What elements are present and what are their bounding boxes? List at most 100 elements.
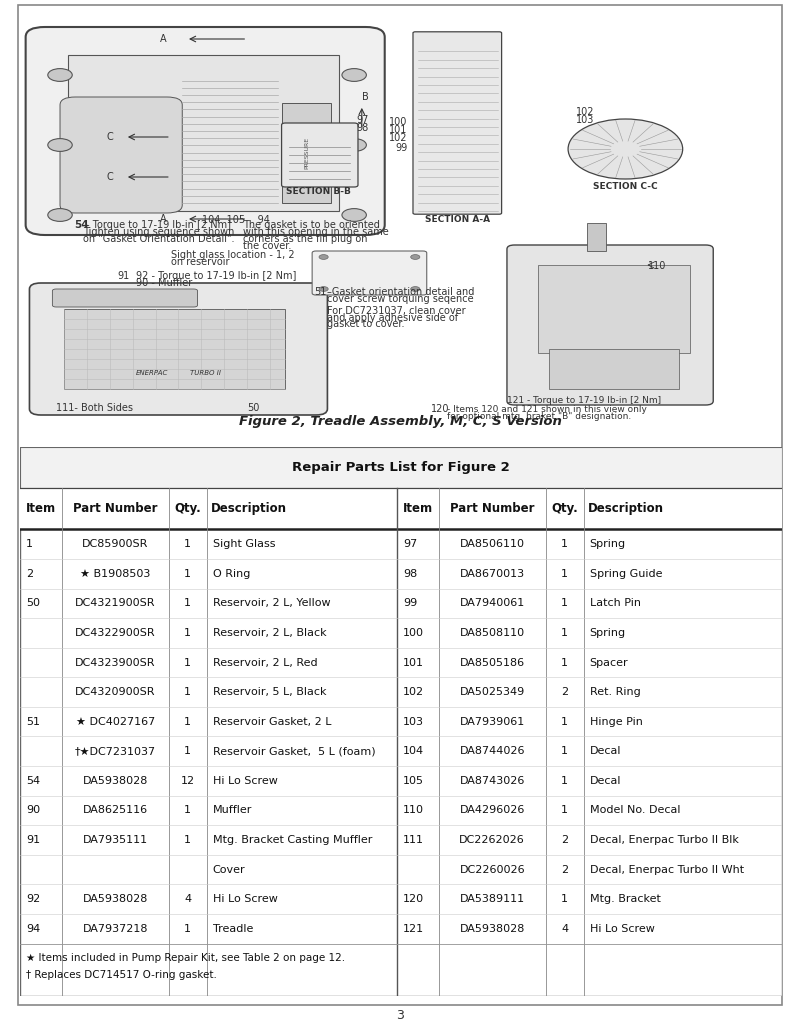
Text: 1: 1 bbox=[561, 657, 568, 668]
Text: 1: 1 bbox=[184, 539, 191, 550]
Text: DA8508110: DA8508110 bbox=[460, 628, 525, 638]
Text: SECTION A-A: SECTION A-A bbox=[425, 215, 490, 224]
FancyBboxPatch shape bbox=[30, 283, 327, 415]
Text: Model No. Decal: Model No. Decal bbox=[590, 805, 680, 816]
Text: 90 - Muffler: 90 - Muffler bbox=[137, 277, 193, 288]
Text: 12: 12 bbox=[181, 776, 194, 786]
Text: 101: 101 bbox=[390, 125, 408, 135]
FancyBboxPatch shape bbox=[52, 289, 198, 307]
Circle shape bbox=[342, 209, 366, 221]
Text: 92 - Torque to 17-19 lb-in [2 Nm]: 92 - Torque to 17-19 lb-in [2 Nm] bbox=[137, 271, 297, 280]
Text: 1: 1 bbox=[184, 805, 191, 816]
Bar bbox=[549, 349, 679, 389]
Text: C: C bbox=[106, 172, 113, 182]
Text: DC2262026: DC2262026 bbox=[459, 835, 525, 845]
Text: ★ Items included in Pump Repair Kit, see Table 2 on page 12.: ★ Items included in Pump Repair Kit, see… bbox=[26, 953, 346, 964]
Text: ★ DC4027167: ★ DC4027167 bbox=[75, 716, 155, 727]
Text: 1: 1 bbox=[561, 746, 568, 757]
Bar bbox=[538, 265, 690, 353]
Text: Repair Parts List for Figure 2: Repair Parts List for Figure 2 bbox=[292, 462, 510, 474]
Circle shape bbox=[48, 68, 72, 82]
Text: 1: 1 bbox=[184, 716, 191, 727]
Text: Part Number: Part Number bbox=[73, 502, 158, 515]
Text: 102: 102 bbox=[389, 134, 408, 143]
Text: Part Number: Part Number bbox=[450, 502, 534, 515]
Text: TURBO II: TURBO II bbox=[190, 369, 221, 376]
Text: DA7940061: DA7940061 bbox=[459, 598, 525, 609]
Text: - Items 120 and 121 shown in this view only: - Items 120 and 121 shown in this view o… bbox=[447, 405, 647, 414]
Circle shape bbox=[48, 209, 72, 221]
Text: Item: Item bbox=[403, 502, 433, 515]
Text: 50: 50 bbox=[247, 403, 259, 413]
Text: 103: 103 bbox=[577, 115, 595, 125]
Circle shape bbox=[342, 139, 366, 151]
Text: Sight glass location - 1, 2: Sight glass location - 1, 2 bbox=[171, 249, 294, 260]
Text: 51: 51 bbox=[314, 287, 327, 297]
Text: –Gasket orientation detail and: –Gasket orientation detail and bbox=[326, 287, 474, 297]
Bar bbox=[20, 447, 782, 489]
Text: C: C bbox=[106, 132, 113, 142]
Text: 1: 1 bbox=[26, 539, 33, 550]
Bar bbox=[64, 309, 286, 389]
Text: on reservoir: on reservoir bbox=[171, 257, 230, 267]
Text: corners as the fill plug on: corners as the fill plug on bbox=[243, 234, 368, 244]
Text: gasket to cover.: gasket to cover. bbox=[326, 320, 404, 329]
Bar bbox=[282, 104, 331, 203]
Text: Mtg. Bracket: Mtg. Bracket bbox=[590, 894, 661, 905]
Text: 110: 110 bbox=[403, 805, 424, 816]
Text: Treadle: Treadle bbox=[213, 924, 253, 934]
Text: 1: 1 bbox=[561, 628, 568, 638]
Text: DA8744026: DA8744026 bbox=[459, 746, 525, 757]
Text: †★DC7231037: †★DC7231037 bbox=[74, 746, 156, 757]
Text: 103: 103 bbox=[403, 716, 424, 727]
Text: SECTION B-B: SECTION B-B bbox=[286, 187, 350, 196]
Text: Qty.: Qty. bbox=[551, 502, 578, 515]
Text: DA7935111: DA7935111 bbox=[82, 835, 148, 845]
Text: DA4296026: DA4296026 bbox=[459, 805, 525, 816]
Text: cover screw torquing seqence: cover screw torquing seqence bbox=[326, 294, 474, 304]
Text: 2: 2 bbox=[561, 687, 568, 698]
Text: 92: 92 bbox=[26, 894, 40, 905]
Text: 1: 1 bbox=[561, 598, 568, 609]
Text: 1: 1 bbox=[561, 716, 568, 727]
Text: DA7937218: DA7937218 bbox=[82, 924, 148, 934]
Text: 1: 1 bbox=[561, 805, 568, 816]
Text: DA8743026: DA8743026 bbox=[459, 776, 525, 786]
FancyBboxPatch shape bbox=[413, 32, 502, 214]
Text: Item: Item bbox=[26, 502, 56, 515]
Text: 1: 1 bbox=[561, 776, 568, 786]
Text: For DC7231037, clean cover: For DC7231037, clean cover bbox=[326, 305, 466, 316]
Text: 110: 110 bbox=[648, 261, 666, 271]
Text: DA5938028: DA5938028 bbox=[82, 776, 148, 786]
Circle shape bbox=[48, 139, 72, 151]
Text: DC4322900SR: DC4322900SR bbox=[75, 628, 155, 638]
Text: 50: 50 bbox=[26, 598, 40, 609]
Text: DC2260026: DC2260026 bbox=[459, 864, 525, 875]
Text: Reservoir Gasket,  5 L (foam): Reservoir Gasket, 5 L (foam) bbox=[213, 746, 375, 757]
Text: 1: 1 bbox=[184, 746, 191, 757]
Text: Spacer: Spacer bbox=[590, 657, 628, 668]
Text: 94: 94 bbox=[26, 924, 40, 934]
Text: 99: 99 bbox=[395, 143, 408, 153]
Text: Reservoir, 2 L, Yellow: Reservoir, 2 L, Yellow bbox=[213, 598, 330, 609]
FancyBboxPatch shape bbox=[312, 252, 426, 295]
Text: 97: 97 bbox=[403, 539, 418, 550]
Circle shape bbox=[410, 255, 420, 260]
Text: Muffler: Muffler bbox=[213, 805, 252, 816]
Text: Reservoir, 5 L, Black: Reservoir, 5 L, Black bbox=[213, 687, 326, 698]
Text: 99: 99 bbox=[403, 598, 418, 609]
Text: 101: 101 bbox=[403, 657, 424, 668]
FancyBboxPatch shape bbox=[26, 27, 385, 235]
Text: 102: 102 bbox=[576, 107, 595, 117]
Text: 1: 1 bbox=[184, 687, 191, 698]
Text: † Replaces DC714517 O-ring gasket.: † Replaces DC714517 O-ring gasket. bbox=[26, 970, 217, 980]
Text: A: A bbox=[160, 34, 166, 45]
Text: 54: 54 bbox=[26, 776, 40, 786]
Text: 4: 4 bbox=[184, 894, 191, 905]
Bar bbox=[20, 489, 782, 529]
Text: 1: 1 bbox=[561, 894, 568, 905]
Text: Spring: Spring bbox=[590, 539, 626, 550]
Text: 1: 1 bbox=[561, 569, 568, 579]
Text: 4: 4 bbox=[561, 924, 568, 934]
Text: DA5938028: DA5938028 bbox=[459, 924, 525, 934]
